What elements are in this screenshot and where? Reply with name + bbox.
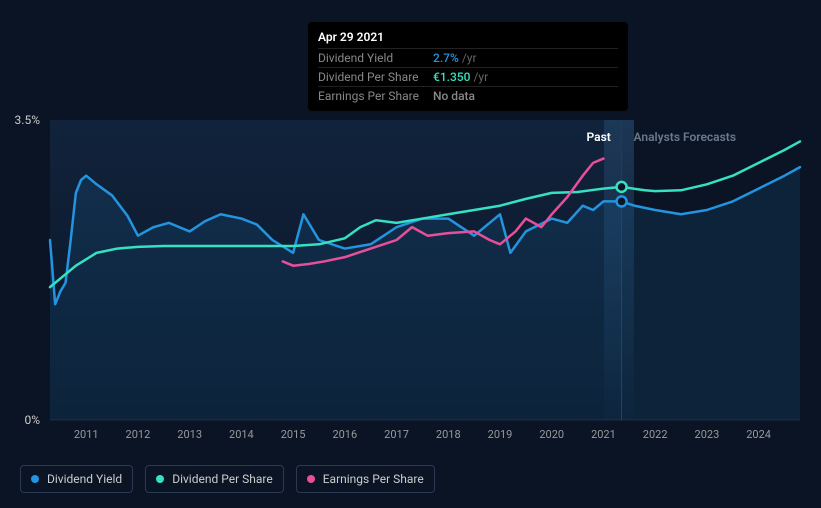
x-axis-label: 2019 (488, 428, 513, 441)
legend-label: Dividend Per Share (172, 472, 273, 486)
tooltip-row-unit: /yr (462, 51, 477, 65)
x-axis-label: 2012 (126, 428, 151, 441)
tooltip-date: Apr 29 2021 (318, 28, 618, 48)
x-axis-label: 2024 (746, 428, 771, 441)
legend-label: Earnings Per Share (323, 472, 424, 486)
tooltip-row-label: Dividend Per Share (318, 70, 433, 84)
x-axis-label: 2018 (436, 428, 461, 441)
tooltip-row-value: 2.7% (433, 51, 459, 65)
x-axis-label: 2011 (74, 428, 99, 441)
legend: Dividend Yield Dividend Per Share Earnings… (20, 465, 435, 493)
legend-item[interactable]: Dividend Yield (20, 465, 133, 493)
x-axis-label: 2015 (281, 428, 306, 441)
tooltip-row-unit: /yr (473, 70, 488, 84)
tooltip-row: Dividend Per Share€1.350/yr (318, 67, 618, 86)
x-axis-label: 2022 (643, 428, 668, 441)
legend-dot-icon (156, 475, 164, 483)
legend-item[interactable]: Dividend Per Share (145, 465, 284, 493)
chart-tooltip: Apr 29 2021 Dividend Yield2.7%/yrDividen… (308, 22, 628, 111)
legend-item[interactable]: Earnings Per Share (296, 465, 435, 493)
region-label-past: Past (587, 130, 611, 144)
y-axis-label: 3.5% (15, 113, 40, 127)
legend-dot-icon (31, 475, 39, 483)
x-axis-label: 2017 (384, 428, 409, 441)
tooltip-row: Dividend Yield2.7%/yr (318, 48, 618, 67)
x-axis-label: 2023 (695, 428, 720, 441)
tooltip-row: Earnings Per ShareNo data (318, 86, 618, 105)
y-axis-label: 0% (24, 413, 40, 427)
legend-dot-icon (307, 475, 315, 483)
tooltip-row-value: €1.350 (433, 70, 470, 84)
x-axis-label: 2020 (539, 428, 564, 441)
x-axis-label: 2021 (591, 428, 616, 441)
x-axis-label: 2016 (332, 428, 357, 441)
chart-svg (50, 120, 800, 420)
region-label-forecast: Analysts Forecasts (634, 130, 736, 144)
legend-label: Dividend Yield (47, 472, 122, 486)
tooltip-row-label: Dividend Yield (318, 51, 433, 65)
x-axis-label: 2014 (229, 428, 254, 441)
chart-plot-area: 3.5%0% Past Analysts Forecasts (50, 120, 800, 420)
tooltip-row-value: No data (433, 89, 475, 103)
tooltip-row-label: Earnings Per Share (318, 89, 433, 103)
x-axis-label: 2013 (177, 428, 202, 441)
